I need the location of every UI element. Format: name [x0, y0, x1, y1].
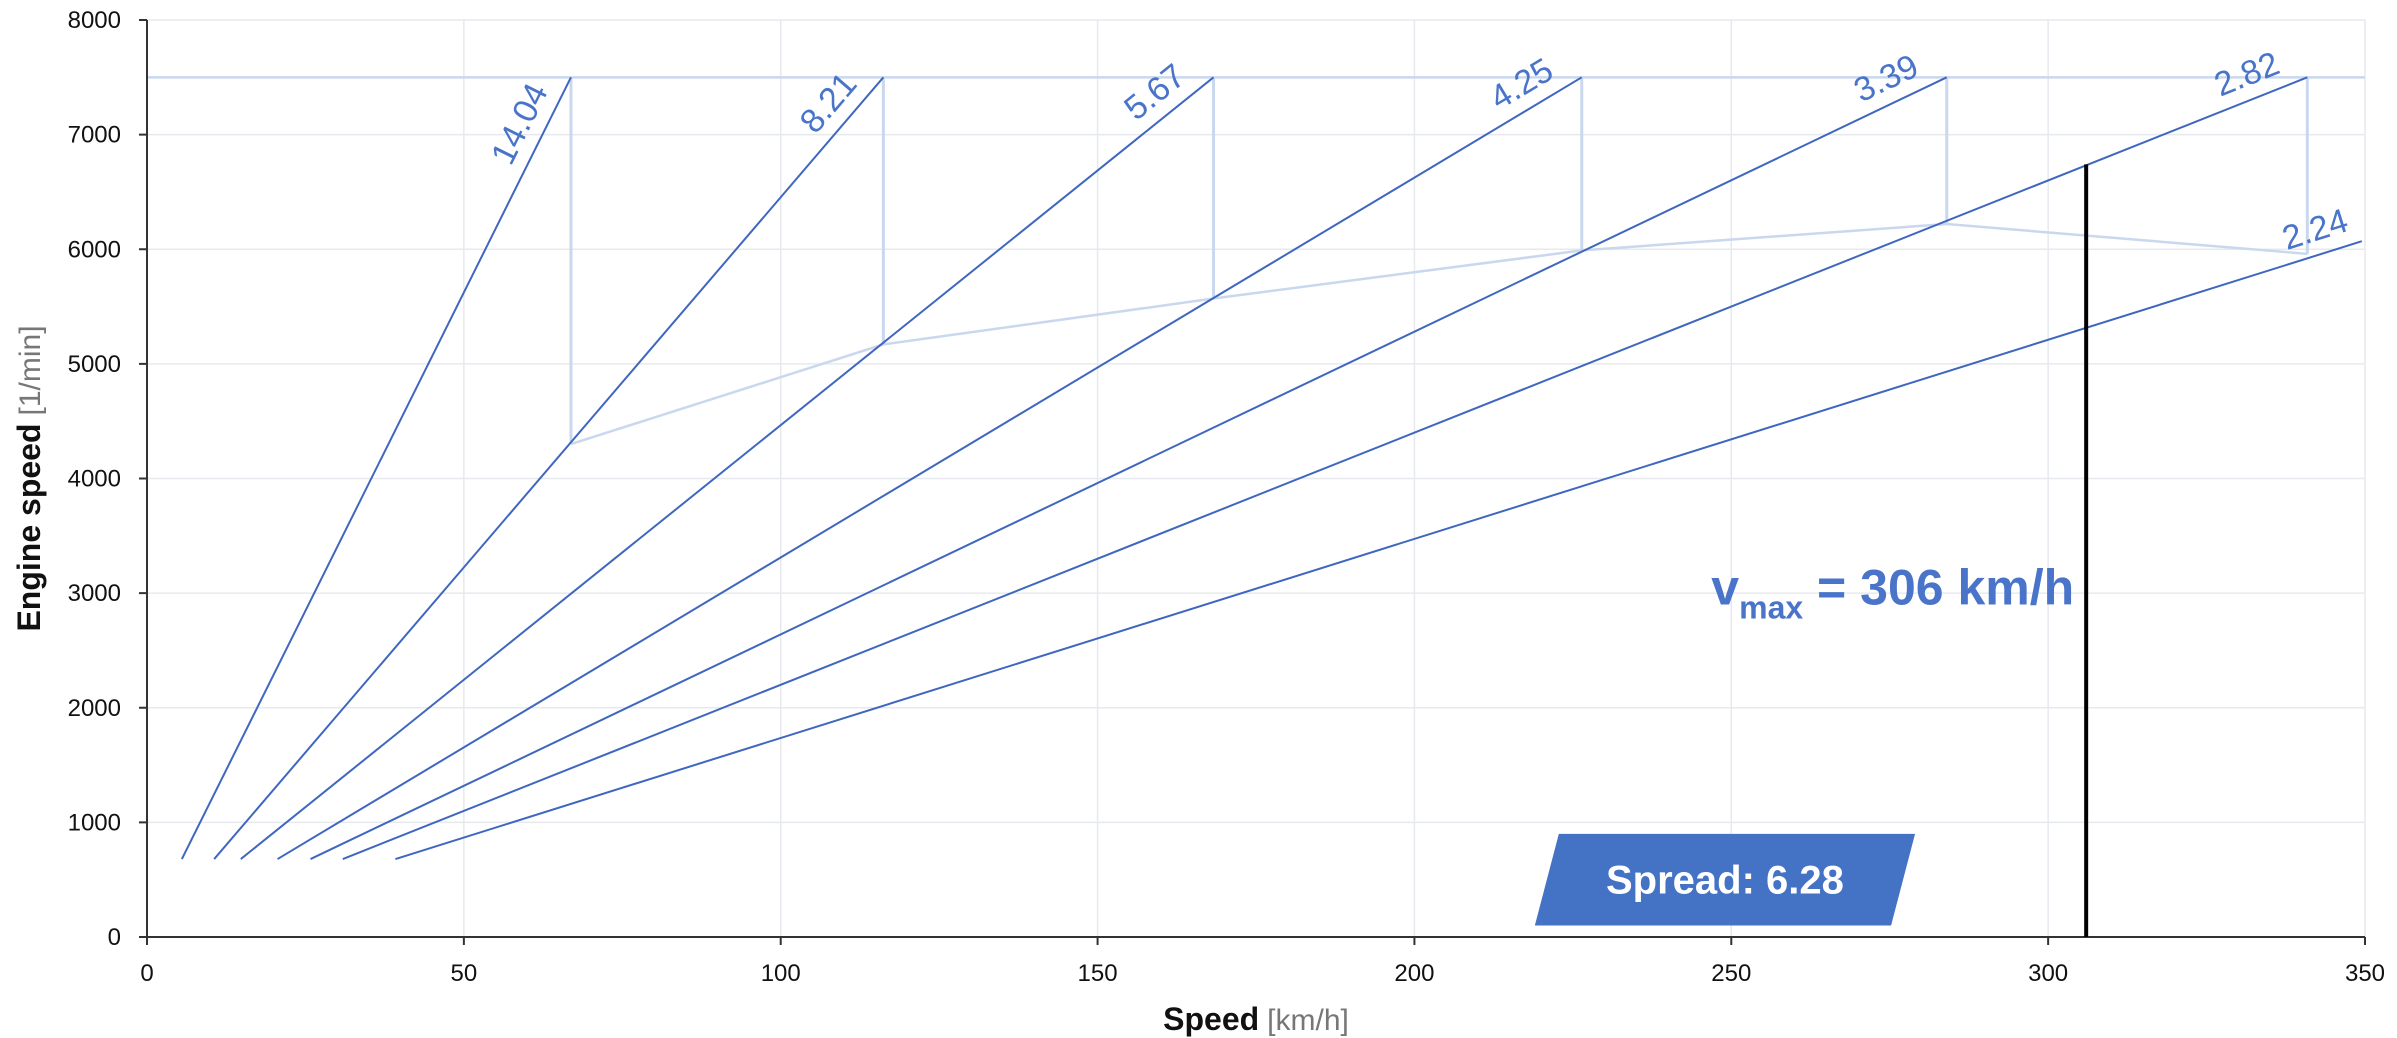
gear-ratio-label: 5.67 — [1117, 57, 1192, 128]
y-tick-label: 8000 — [68, 7, 121, 34]
y-tick-label: 6000 — [68, 236, 121, 263]
x-tick-label: 250 — [1711, 960, 1751, 987]
x-axis-title: Speed [km/h] — [1163, 1001, 1349, 1037]
x-tick-label: 350 — [2345, 960, 2385, 987]
y-tick-label: 3000 — [68, 580, 121, 607]
gear-line — [213, 76, 885, 860]
gear-ratio-label: 2.82 — [2209, 45, 2285, 105]
y-tick-label: 1000 — [68, 809, 121, 836]
spread-box — [1534, 833, 1916, 926]
y-tick-label: 0 — [108, 924, 121, 951]
gear-lines: 14.04 8.21 5.67 4.25 3.39 2.822.24 — [180, 45, 2363, 861]
gear-line — [180, 76, 572, 860]
x-tick-label: 100 — [761, 960, 801, 987]
y-tick-label: 2000 — [68, 695, 121, 722]
grid — [147, 19, 2366, 937]
shift-envelope-line — [570, 222, 2308, 446]
spread-badge: Spread: 6.28 — [1534, 833, 1916, 926]
x-tick-label: 0 — [140, 960, 153, 987]
gear-ratio-label: 4.25 — [1483, 51, 1559, 118]
gear-line — [342, 76, 2308, 860]
y-tick-label: 7000 — [68, 122, 121, 149]
gear-line — [310, 76, 1948, 860]
gear-ratio-label: 3.39 — [1848, 47, 1924, 110]
vmax-label: vmax = 306 km/h — [1711, 560, 2074, 626]
y-axis-title: Engine speed[1/min] — [11, 325, 47, 631]
y-tick-label: 4000 — [68, 466, 121, 493]
x-tick-label: 50 — [451, 960, 478, 987]
shift-envelope — [147, 76, 2365, 446]
gear-line — [240, 76, 1215, 860]
axes: 0 50 100 150 200 250 300 350 0 1000 2000 3000 4000 50… — [68, 7, 2385, 987]
gear-line — [277, 76, 1583, 860]
gear-line — [395, 240, 2363, 861]
x-tick-label: 150 — [1078, 960, 1118, 987]
spread-label: Spread: 6.28 — [1606, 859, 1844, 903]
gear-ratio-label: 14.04 — [484, 77, 556, 170]
y-tick-label: 5000 — [68, 351, 121, 378]
x-tick-label: 200 — [1394, 960, 1434, 987]
x-tick-label: 300 — [2028, 960, 2068, 987]
